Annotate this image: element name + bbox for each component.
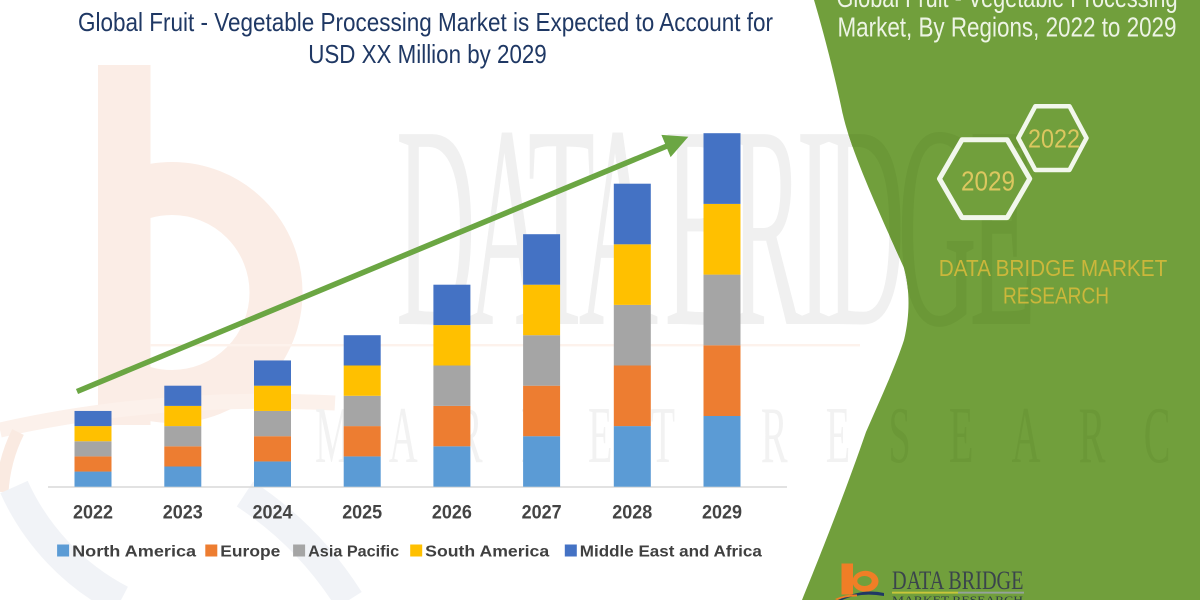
svg-text:2025: 2025 bbox=[342, 502, 382, 524]
svg-text:RESEARCH: RESEARCH bbox=[1003, 283, 1109, 309]
svg-text:Asia Pacific: Asia Pacific bbox=[308, 544, 399, 561]
svg-text:Market, By Regions, 2022 to 20: Market, By Regions, 2022 to 2029 bbox=[838, 12, 1177, 43]
svg-text:DATA BRIDGE: DATA BRIDGE bbox=[892, 566, 1024, 595]
svg-text:2027: 2027 bbox=[522, 502, 562, 524]
svg-text:USD XX Million by 2029: USD XX Million by 2029 bbox=[308, 39, 547, 69]
svg-text:Global Fruit - Vegetable Proce: Global Fruit - Vegetable Processing Mark… bbox=[78, 7, 773, 37]
svg-text:MARKET RESEARCH: MARKET RESEARCH bbox=[892, 596, 1024, 600]
svg-text:Europe: Europe bbox=[220, 544, 280, 561]
svg-text:2023: 2023 bbox=[163, 502, 203, 524]
svg-text:South America: South America bbox=[425, 544, 549, 561]
svg-text:2028: 2028 bbox=[612, 502, 652, 524]
svg-text:DATA BRIDGE MARKET: DATA BRIDGE MARKET bbox=[939, 255, 1168, 281]
svg-text:Global Fruit - Vegetable Proce: Global Fruit - Vegetable Processing bbox=[837, 0, 1178, 13]
svg-text:North America: North America bbox=[72, 544, 196, 561]
svg-text:2029: 2029 bbox=[702, 502, 742, 524]
svg-text:2022: 2022 bbox=[1028, 124, 1080, 154]
svg-text:2029: 2029 bbox=[961, 166, 1015, 197]
svg-text:Middle East and Africa: Middle East and Africa bbox=[580, 544, 762, 561]
svg-text:2026: 2026 bbox=[432, 502, 472, 524]
svg-text:2024: 2024 bbox=[253, 502, 293, 524]
svg-text:2022: 2022 bbox=[73, 502, 113, 524]
